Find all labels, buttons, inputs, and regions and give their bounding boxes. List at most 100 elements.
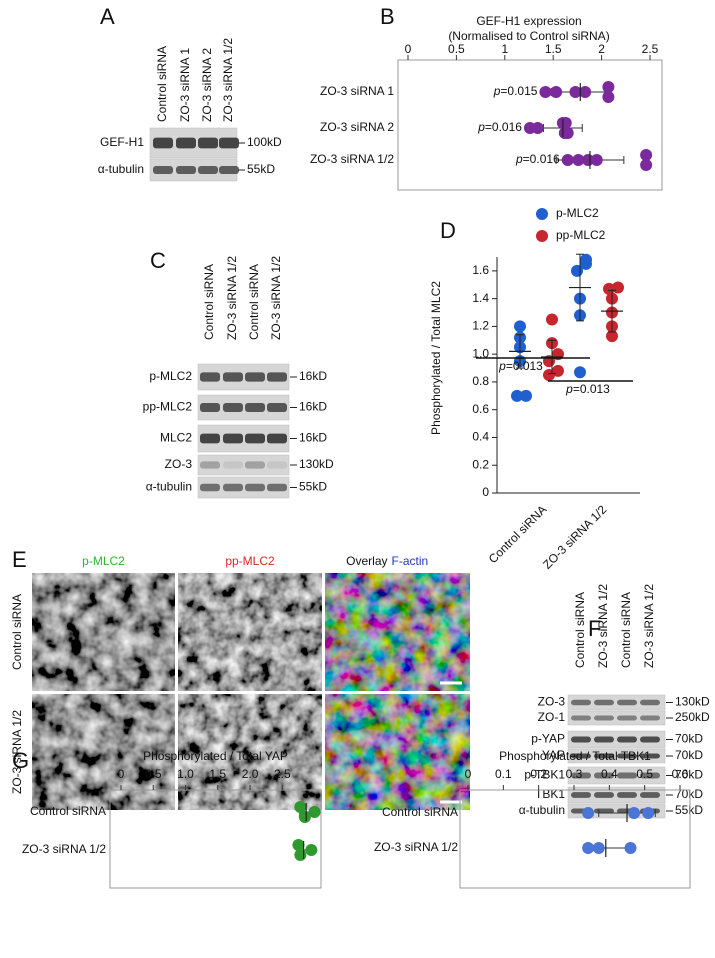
micrograph bbox=[32, 694, 175, 810]
panel-label: B bbox=[380, 4, 395, 29]
x-tick-label: 0.1 bbox=[495, 767, 512, 781]
plot-box bbox=[397, 59, 663, 191]
lane-label: Control siRNA bbox=[619, 592, 633, 668]
blot-row-label: α-tubulin bbox=[146, 480, 192, 494]
x-tick-label: ZO-3 siRNA 1/2 bbox=[540, 502, 610, 572]
data-point bbox=[628, 807, 641, 819]
data-point bbox=[298, 811, 311, 823]
blot-band bbox=[223, 461, 243, 469]
data-point bbox=[511, 389, 523, 402]
column-header: p-MLC2 bbox=[82, 554, 125, 568]
y-tick-label: 1.2 bbox=[472, 319, 489, 333]
data-point bbox=[520, 389, 532, 402]
blot-band bbox=[594, 753, 614, 759]
blot-strip bbox=[567, 786, 666, 804]
p-value: p=0.013 bbox=[565, 382, 610, 396]
size-label: 16kD bbox=[299, 369, 327, 383]
lane-label: Control siRNA bbox=[573, 592, 587, 668]
p-value: p=0.016 bbox=[477, 120, 522, 134]
micrograph bbox=[178, 573, 322, 691]
category-label: ZO-3 siRNA 1 bbox=[320, 84, 394, 98]
lane-label: ZO-3 siRNA 1/2 bbox=[221, 38, 235, 122]
size-label: 70kD bbox=[675, 732, 703, 746]
size-label: 70kD bbox=[675, 768, 703, 782]
data-point bbox=[590, 154, 603, 166]
blot-strip bbox=[567, 748, 666, 764]
x-tick-label: 2.0 bbox=[242, 767, 259, 781]
data-point bbox=[531, 122, 544, 134]
size-label: 130kD bbox=[299, 457, 334, 471]
blot-strip bbox=[567, 710, 666, 726]
blot-band bbox=[617, 792, 637, 798]
blot-band bbox=[571, 736, 591, 743]
blot-band bbox=[223, 372, 243, 382]
data-point bbox=[602, 81, 615, 93]
blot-band bbox=[594, 792, 614, 798]
lane-label: ZO-3 siRNA 1/2 bbox=[596, 584, 610, 668]
x-tick-label: 0.4 bbox=[601, 767, 618, 781]
blot-band bbox=[571, 792, 591, 798]
data-point bbox=[561, 154, 574, 166]
micrograph bbox=[32, 573, 175, 691]
p-value: p=0.015 bbox=[493, 84, 538, 98]
blot-band bbox=[198, 137, 218, 149]
blot-strip bbox=[567, 766, 666, 785]
blot-row-label: p-MLC2 bbox=[149, 369, 192, 383]
x-tick-label: 0.5 bbox=[448, 42, 465, 56]
legend-marker bbox=[536, 208, 548, 220]
blot-band bbox=[640, 699, 660, 706]
x-tick-label: 0.5 bbox=[636, 767, 653, 781]
data-point bbox=[640, 149, 653, 161]
blot-band bbox=[571, 772, 591, 779]
panel-label: E bbox=[12, 547, 27, 572]
blot-row-label: pp-MLC2 bbox=[143, 400, 193, 414]
micrograph bbox=[325, 694, 470, 810]
lane-label: ZO-3 siRNA 1/2 bbox=[642, 584, 656, 668]
blot-row-label: p-YAP bbox=[531, 732, 565, 746]
blot-band bbox=[267, 433, 287, 444]
y-tick-label: 0 bbox=[482, 485, 489, 499]
blot-band bbox=[176, 137, 196, 149]
size-label: 100kD bbox=[247, 135, 282, 149]
chart-title: Phosphorylated / Total TBK1 bbox=[499, 749, 651, 763]
x-tick-label: 1.5 bbox=[545, 42, 562, 56]
blot-band bbox=[200, 461, 220, 469]
size-label: 55kD bbox=[247, 162, 275, 176]
blot-band bbox=[198, 166, 218, 174]
y-tick-label: 1.6 bbox=[472, 263, 489, 277]
blot-band bbox=[640, 753, 660, 759]
x-tick-label: 2.5 bbox=[642, 42, 659, 56]
blot-row-label: YAP bbox=[542, 748, 565, 762]
blot-row-label: α-tubulin bbox=[519, 803, 565, 817]
blot-band bbox=[176, 166, 196, 174]
panel-label: G bbox=[12, 748, 29, 773]
panel-label: A bbox=[100, 4, 115, 29]
blot-band bbox=[267, 372, 287, 382]
legend-label: pp-MLC2 bbox=[556, 228, 606, 242]
data-point bbox=[642, 807, 655, 819]
legend-label: p-MLC2 bbox=[556, 206, 599, 220]
blot-band bbox=[200, 483, 220, 492]
data-point bbox=[592, 842, 605, 854]
panel-label: D bbox=[440, 218, 456, 243]
data-point bbox=[539, 86, 552, 98]
blot-row-label: ZO-3 bbox=[538, 695, 566, 709]
blot-band bbox=[200, 433, 220, 444]
x-tick-label: 0.3 bbox=[566, 767, 583, 781]
blot-row-label: TBK1 bbox=[535, 787, 565, 801]
size-label: 16kD bbox=[299, 400, 327, 414]
overlay-stain: F-actin bbox=[392, 554, 429, 568]
blot-band bbox=[617, 715, 637, 721]
blot-band bbox=[267, 461, 287, 469]
y-tick-label: 1.4 bbox=[472, 291, 489, 305]
data-point bbox=[640, 159, 653, 171]
chart-title: GEF-H1 expression bbox=[476, 14, 581, 28]
size-label: 16kD bbox=[299, 431, 327, 445]
size-label: 130kD bbox=[675, 695, 710, 709]
blot-band bbox=[223, 483, 243, 492]
blot-band bbox=[594, 772, 614, 779]
blot-band bbox=[617, 772, 637, 779]
category-label: ZO-3 siRNA 1/2 bbox=[374, 840, 458, 854]
blot-band bbox=[219, 137, 239, 149]
